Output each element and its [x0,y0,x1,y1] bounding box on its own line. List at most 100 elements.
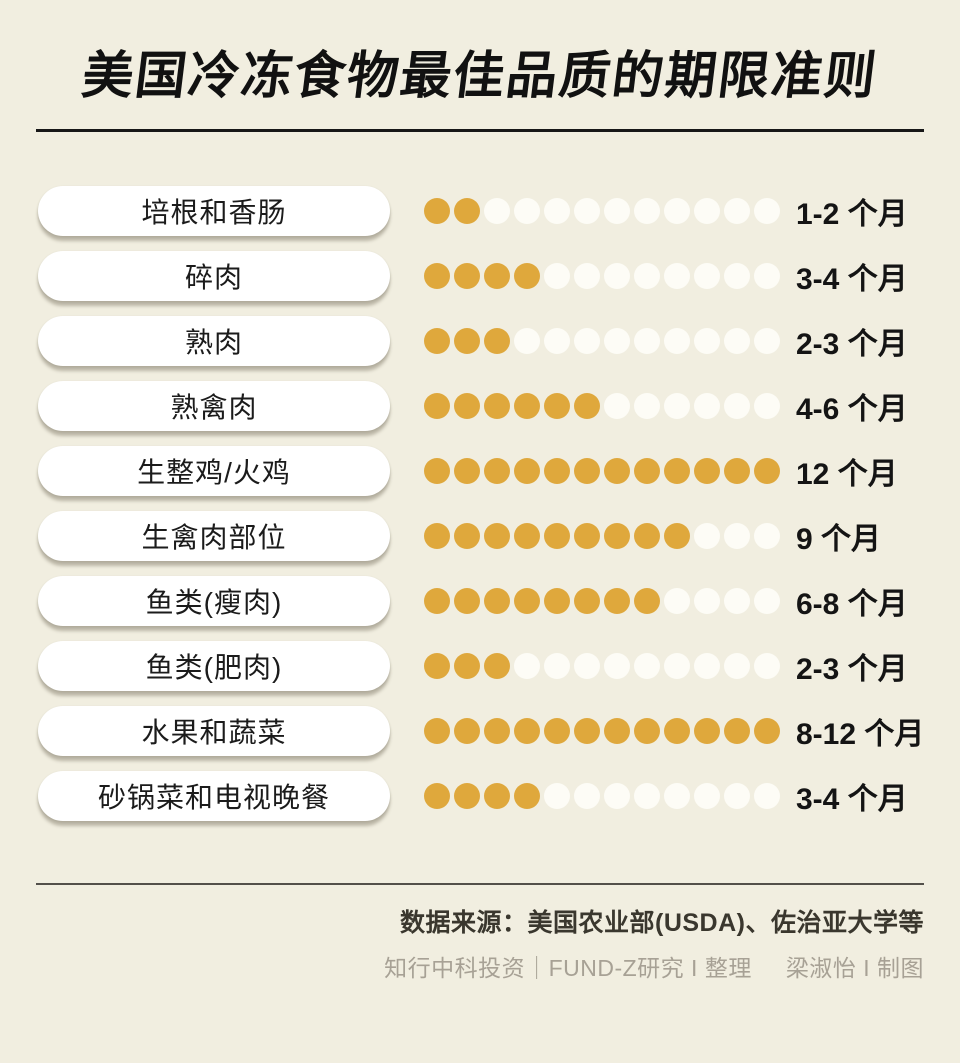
dot-track [424,458,784,484]
unit-dot-filled [454,458,480,484]
unit-dot-empty [664,588,690,614]
unit-dot-empty [754,588,780,614]
unit-dot-filled [544,458,570,484]
category-pill: 碎肉 [38,251,390,301]
unit-dot-empty [694,198,720,224]
credits-text: 知行中科投资｜FUND-Z研究 I 整理 梁淑怡 I 制图 [36,949,924,983]
unit-dot-empty [634,263,660,289]
unit-dot-empty [664,783,690,809]
dot-track [424,198,784,224]
unit-dot-empty [724,328,750,354]
unit-dot-filled [484,653,510,679]
unit-dot-filled [424,198,450,224]
frozen-food-infographic: 美国冷冻食物最佳品质的期限准则 培根和香肠 1-2 个月 碎肉 3-4 个月 熟… [0,44,960,1063]
unit-dot-empty [754,263,780,289]
category-pill: 鱼类(瘦肉) [38,576,390,626]
chart-row: 碎肉 3-4 个月 [38,251,960,301]
unit-dot-filled [514,718,540,744]
unit-dot-filled [424,393,450,419]
chart-row: 鱼类(肥肉) 2-3 个月 [38,641,960,691]
chart-row: 培根和香肠 1-2 个月 [38,186,960,236]
unit-dot-empty [664,328,690,354]
unit-dot-empty [634,653,660,679]
category-label: 鱼类(瘦肉) [145,587,283,618]
category-label: 熟肉 [184,327,243,358]
unit-dot-filled [424,718,450,744]
dot-track [424,588,784,614]
unit-dot-filled [454,198,480,224]
unit-dot-filled [634,458,660,484]
unit-dot-filled [514,523,540,549]
unit-dot-filled [544,393,570,419]
unit-dot-filled [574,718,600,744]
unit-dot-filled [454,393,480,419]
unit-dot-filled [664,718,690,744]
unit-dot-empty [724,393,750,419]
unit-dot-filled [514,588,540,614]
dot-track [424,263,784,289]
unit-dot-empty [544,653,570,679]
unit-dot-filled [514,263,540,289]
unit-dot-empty [724,263,750,289]
unit-dot-empty [634,393,660,419]
unit-dot-filled [544,588,570,614]
unit-dot-filled [424,458,450,484]
chart-row: 鱼类(瘦肉) 6-8 个月 [38,576,960,626]
chart-row: 砂锅菜和电视晚餐 3-4 个月 [38,771,960,821]
unit-dot-filled [424,328,450,354]
unit-dot-filled [694,718,720,744]
unit-dot-empty [724,198,750,224]
unit-dot-filled [604,718,630,744]
credits-left: 知行中科投资｜FUND-Z研究 I 整理 [384,955,752,981]
category-pill: 生禽肉部位 [38,511,390,561]
unit-dot-filled [424,783,450,809]
duration-label: 3-4 个月 [796,263,908,296]
category-label: 砂锅菜和电视晚餐 [97,782,330,813]
chart-row: 熟禽肉 4-6 个月 [38,381,960,431]
unit-dot-filled [454,783,480,809]
dot-track [424,393,784,419]
unit-dot-empty [754,523,780,549]
category-label: 碎肉 [184,262,243,293]
unit-dot-empty [634,198,660,224]
unit-dot-empty [514,198,540,224]
unit-dot-filled [574,523,600,549]
unit-dot-empty [694,653,720,679]
unit-dot-empty [754,653,780,679]
category-pill: 熟禽肉 [38,381,390,431]
unit-dot-filled [484,393,510,419]
unit-dot-empty [664,263,690,289]
duration-label: 2-3 个月 [796,653,908,686]
unit-dot-filled [694,458,720,484]
unit-dot-filled [664,523,690,549]
unit-dot-filled [544,523,570,549]
unit-dot-empty [664,393,690,419]
unit-dot-filled [484,523,510,549]
unit-dot-filled [724,718,750,744]
title-divider [36,129,924,132]
unit-dot-empty [664,198,690,224]
unit-dot-empty [484,198,510,224]
unit-dot-empty [634,783,660,809]
category-label: 鱼类(肥肉) [145,652,283,683]
unit-dot-filled [574,458,600,484]
unit-dot-empty [574,783,600,809]
unit-dot-empty [694,393,720,419]
category-label: 培根和香肠 [141,197,287,228]
category-pill: 水果和蔬菜 [38,706,390,756]
category-label: 水果和蔬菜 [141,717,287,748]
unit-dot-empty [544,198,570,224]
page-title: 美国冷冻食物最佳品质的期限准则 [79,47,882,104]
unit-dot-empty [754,198,780,224]
unit-dot-empty [604,328,630,354]
unit-dot-filled [754,458,780,484]
unit-dot-empty [724,653,750,679]
unit-dot-empty [544,263,570,289]
unit-dot-empty [724,523,750,549]
unit-dot-empty [544,328,570,354]
dot-track [424,718,784,744]
unit-dot-filled [484,263,510,289]
unit-dot-filled [634,523,660,549]
unit-dot-empty [604,263,630,289]
unit-dot-empty [544,783,570,809]
